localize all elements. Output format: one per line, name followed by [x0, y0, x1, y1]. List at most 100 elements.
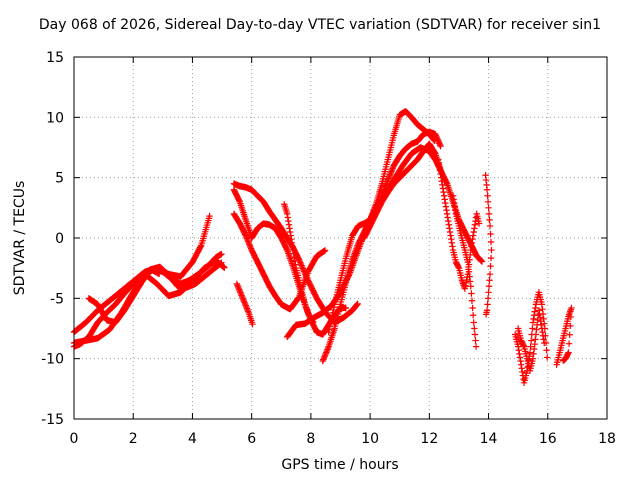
- data-point: [543, 354, 551, 361]
- series-arc-l: [319, 128, 444, 365]
- series-arc-s: [514, 307, 548, 374]
- y-tick-label: 10: [46, 110, 64, 126]
- data-point: [526, 349, 534, 356]
- data-point: [486, 216, 493, 224]
- data-point: [527, 337, 535, 344]
- data-point: [478, 258, 486, 265]
- y-tick-label: 5: [55, 171, 64, 187]
- axis-ticks: [73, 56, 608, 420]
- y-tick-labels: -15 -10 -5 0 5 10 15: [41, 50, 64, 428]
- data-point: [527, 343, 534, 350]
- data-point: [469, 312, 477, 319]
- data-point: [467, 283, 474, 290]
- y-tick-label: -5: [50, 291, 64, 307]
- data-point: [218, 250, 225, 258]
- x-tick-label: 16: [539, 431, 557, 447]
- data-point: [482, 311, 490, 318]
- data-point: [431, 137, 438, 144]
- data-point: [221, 264, 228, 271]
- data-points: [70, 108, 575, 386]
- data-point: [469, 304, 476, 312]
- data-point: [487, 230, 494, 238]
- data-point: [321, 247, 329, 254]
- data-point: [543, 347, 550, 354]
- y-axis-label: SDTVAR / TECUs: [12, 180, 28, 296]
- x-tick-label: 12: [420, 431, 438, 447]
- data-point: [485, 283, 493, 290]
- data-point: [483, 186, 491, 193]
- x-tick-label: 10: [361, 431, 379, 447]
- data-point: [197, 243, 204, 250]
- data-point: [487, 238, 495, 246]
- y-tick-label: 15: [46, 50, 64, 66]
- data-point: [484, 192, 491, 199]
- x-tick-label: 2: [129, 431, 138, 447]
- data-point: [249, 320, 256, 328]
- data-point: [529, 325, 536, 332]
- data-point: [206, 212, 213, 220]
- series-arc-e: [124, 250, 225, 290]
- data-point: [298, 262, 305, 269]
- data-point: [485, 204, 492, 212]
- y-tick-label: -15: [41, 412, 64, 428]
- data-point: [471, 331, 479, 338]
- x-tick-label: 0: [70, 431, 79, 447]
- data-point: [487, 262, 494, 270]
- data-point: [468, 297, 476, 304]
- x-tick-label: 18: [598, 431, 616, 447]
- x-axis-label: GPS time / hours: [281, 457, 399, 473]
- data-point: [484, 198, 492, 205]
- data-point: [486, 222, 494, 230]
- series-arc-j: [281, 201, 317, 326]
- series-arc-p: [449, 192, 480, 350]
- grid-lines: [74, 57, 607, 419]
- data-point: [468, 290, 475, 297]
- data-point: [437, 142, 444, 150]
- data-point: [486, 271, 494, 278]
- y-tick-label: 0: [55, 231, 64, 247]
- series-arc-q: [482, 172, 495, 318]
- x-tick-label: 6: [247, 431, 256, 447]
- data-point: [487, 254, 495, 262]
- series-arc-o: [435, 156, 483, 292]
- data-point: [488, 246, 495, 254]
- series-arc-n: [360, 140, 486, 265]
- data-point: [559, 357, 567, 364]
- series-arc-t: [553, 304, 575, 368]
- data-point: [300, 266, 307, 274]
- data-point: [475, 220, 483, 227]
- chart-title: Day 068 of 2026, Sidereal Day-to-day VTE…: [38, 17, 602, 33]
- data-point: [470, 319, 477, 326]
- data-point: [568, 304, 575, 312]
- data-point: [299, 263, 306, 271]
- data-point: [484, 301, 491, 308]
- data-point: [342, 304, 350, 312]
- data-point: [218, 259, 225, 266]
- data-point: [297, 260, 305, 268]
- data-point: [486, 277, 493, 284]
- data-point: [299, 265, 307, 272]
- y-tick-label: -10: [41, 352, 64, 368]
- data-point: [485, 210, 493, 218]
- data-point: [566, 331, 573, 338]
- data-point: [295, 256, 303, 263]
- data-point: [565, 340, 573, 347]
- data-point: [541, 339, 548, 347]
- data-point: [567, 313, 575, 321]
- x-tick-label: 8: [306, 431, 315, 447]
- series-arc-m: [325, 108, 438, 336]
- series-arc-i: [233, 280, 256, 328]
- data-point: [471, 325, 478, 332]
- data-point: [297, 259, 304, 266]
- data-point: [484, 295, 492, 302]
- data-point: [472, 343, 480, 350]
- data-point: [472, 337, 479, 344]
- x-tick-label: 14: [480, 431, 498, 447]
- x-tick-labels: 0 2 4 6 8 10 12 14 16 18: [70, 431, 616, 447]
- data-point: [485, 289, 492, 296]
- data-point: [567, 322, 574, 330]
- data-point: [354, 300, 361, 308]
- x-tick-label: 4: [188, 431, 197, 447]
